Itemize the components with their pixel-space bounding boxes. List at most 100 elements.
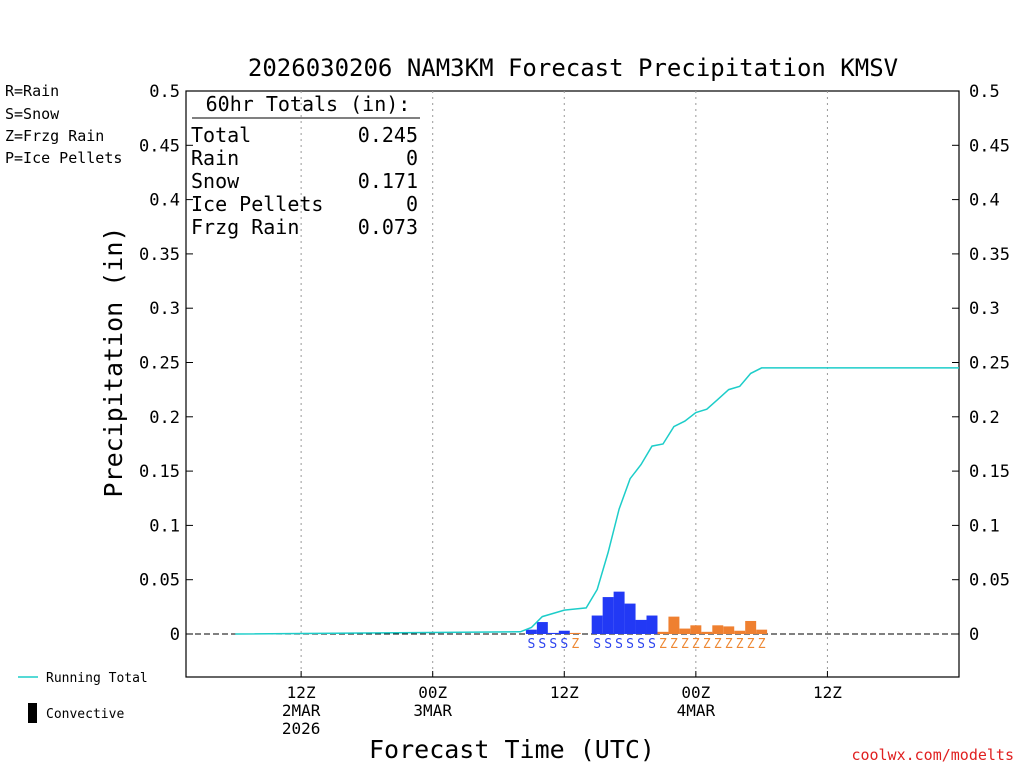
precip-bar bbox=[701, 631, 713, 634]
running-total-line bbox=[235, 367, 959, 635]
precip-bar bbox=[712, 625, 724, 634]
precip-bars bbox=[525, 591, 768, 634]
y-axis-ticks: 0.5 0.5 0.45 0.45 0.4 0.4 0.35 0.35 0.3 0.3 0.25 0.… bbox=[139, 82, 1010, 645]
ptype-letter: Z bbox=[681, 637, 689, 652]
y-tick-label-left: 0.25 bbox=[139, 354, 180, 374]
precip-bar bbox=[558, 630, 570, 634]
y-tick-label-right: 0.15 bbox=[969, 462, 1010, 482]
totals-value-rain: 0 bbox=[406, 146, 418, 170]
y-tick-label-left: 0.05 bbox=[139, 571, 180, 591]
x-tick-label: 2MAR bbox=[282, 701, 321, 720]
convective-legend-label: Convective bbox=[46, 707, 124, 722]
y-tick-label-right: 0.2 bbox=[969, 408, 1000, 428]
ptype-letter: S bbox=[527, 637, 535, 652]
ptype-letter: Z bbox=[670, 637, 678, 652]
y-axis-label: Precipitation (in) bbox=[99, 227, 128, 498]
precip-bar bbox=[613, 591, 625, 634]
precip-bar bbox=[723, 626, 735, 634]
ptype-letter: Z bbox=[714, 637, 722, 652]
ptype-letter: S bbox=[604, 637, 612, 652]
x-axis-label: Forecast Time (UTC) bbox=[369, 735, 655, 764]
precip-bar bbox=[679, 628, 691, 634]
precip-bar bbox=[569, 632, 581, 634]
y-tick-label-left: 0.5 bbox=[149, 82, 180, 102]
y-tick-label-left: 0.45 bbox=[139, 136, 180, 156]
precip-bar bbox=[657, 631, 669, 634]
ptype-letter: Z bbox=[758, 637, 766, 652]
y-tick-label-left: 0.2 bbox=[149, 408, 180, 428]
x-tick-label: 2026 bbox=[282, 719, 321, 738]
y-tick-label-left: 0.3 bbox=[149, 299, 180, 319]
y-tick-label-right: 0.45 bbox=[969, 136, 1010, 156]
ptype-letter: S bbox=[538, 637, 546, 652]
ptype-letter: S bbox=[549, 637, 557, 652]
x-tick-label: 12Z bbox=[813, 683, 842, 702]
y-tick-label-right: 0.1 bbox=[969, 516, 1000, 536]
y-tick-label-right: 0.5 bbox=[969, 82, 1000, 102]
ptype-letter: Z bbox=[703, 637, 711, 652]
totals-value-frzg-rain: 0.073 bbox=[358, 215, 418, 239]
totals-heading: 60hr Totals (in): bbox=[206, 92, 411, 116]
precip-bar bbox=[591, 615, 603, 634]
precip-bar bbox=[690, 625, 702, 634]
x-tick-label: 00Z bbox=[418, 683, 447, 702]
plot-frame bbox=[185, 90, 960, 678]
precip-bar bbox=[602, 597, 614, 634]
ptype-letter: S bbox=[637, 637, 645, 652]
site-credit: coolwx.com/modelts bbox=[851, 746, 1014, 764]
ptype-letter: S bbox=[615, 637, 623, 652]
y-tick-label-right: 0.35 bbox=[969, 245, 1010, 265]
ptype-letter: Z bbox=[736, 637, 744, 652]
convective-legend-swatch bbox=[28, 703, 37, 723]
legend-ice-pellets: P=Ice Pellets bbox=[5, 149, 122, 167]
y-tick-label-right: 0.25 bbox=[969, 354, 1010, 374]
x-tick-label: 4MAR bbox=[677, 701, 716, 720]
y-tick-label-right: 0.05 bbox=[969, 571, 1010, 591]
precip-bar bbox=[635, 619, 647, 634]
totals-label-total: Total bbox=[191, 123, 251, 147]
precip-bar bbox=[547, 632, 559, 634]
running-total-legend-label: Running Total bbox=[46, 671, 148, 686]
totals-value-total: 0.245 bbox=[358, 123, 418, 147]
precip-bar bbox=[756, 629, 768, 634]
y-tick-label-right: 0.4 bbox=[969, 191, 1000, 211]
y-tick-label-left: 0.1 bbox=[149, 516, 180, 536]
y-tick-label-left: 0.4 bbox=[149, 191, 180, 211]
y-tick-label-left: 0.35 bbox=[139, 245, 180, 265]
ptype-letter: S bbox=[626, 637, 634, 652]
ptype-letter: S bbox=[648, 637, 656, 652]
totals-label-ice-pellets: Ice Pellets bbox=[191, 192, 323, 216]
vertical-gridlines bbox=[300, 91, 828, 677]
ptype-letter: Z bbox=[747, 637, 755, 652]
ptype-letter: Z bbox=[571, 637, 579, 652]
chart-title: 2026030206 NAM3KM Forecast Precipitation… bbox=[248, 54, 898, 82]
x-tick-label: 12Z bbox=[550, 683, 579, 702]
totals-box: 60hr Totals (in): Total 0.245 Rain 0 Sno… bbox=[191, 92, 420, 239]
ptype-letter: S bbox=[560, 637, 568, 652]
precip-bar bbox=[536, 622, 548, 634]
precip-bar bbox=[734, 630, 746, 634]
legend-rain: R=Rain bbox=[5, 82, 59, 100]
totals-value-snow: 0.171 bbox=[358, 169, 418, 193]
x-tick-label: 3MAR bbox=[413, 701, 452, 720]
precip-bar bbox=[624, 603, 636, 634]
y-tick-label-left: 0.15 bbox=[139, 462, 180, 482]
ptype-letter: Z bbox=[659, 637, 667, 652]
precip-bar bbox=[646, 615, 658, 634]
ptype-letter: Z bbox=[692, 637, 700, 652]
legend-snow: S=Snow bbox=[5, 105, 60, 123]
ptype-letter: Z bbox=[725, 637, 733, 652]
totals-label-snow: Snow bbox=[191, 169, 240, 193]
totals-label-frzg-rain: Frzg Rain bbox=[191, 215, 299, 239]
precip-bar bbox=[525, 629, 537, 634]
precip-bar bbox=[745, 620, 757, 634]
precip-bar bbox=[668, 616, 680, 634]
y-tick-label-right: 0.3 bbox=[969, 299, 1000, 319]
legend-frzg-rain: Z=Frzg Rain bbox=[5, 127, 104, 145]
x-tick-label: 00Z bbox=[681, 683, 710, 702]
x-tick-label: 12Z bbox=[287, 683, 316, 702]
y-tick-label-right: 0 bbox=[969, 625, 979, 645]
